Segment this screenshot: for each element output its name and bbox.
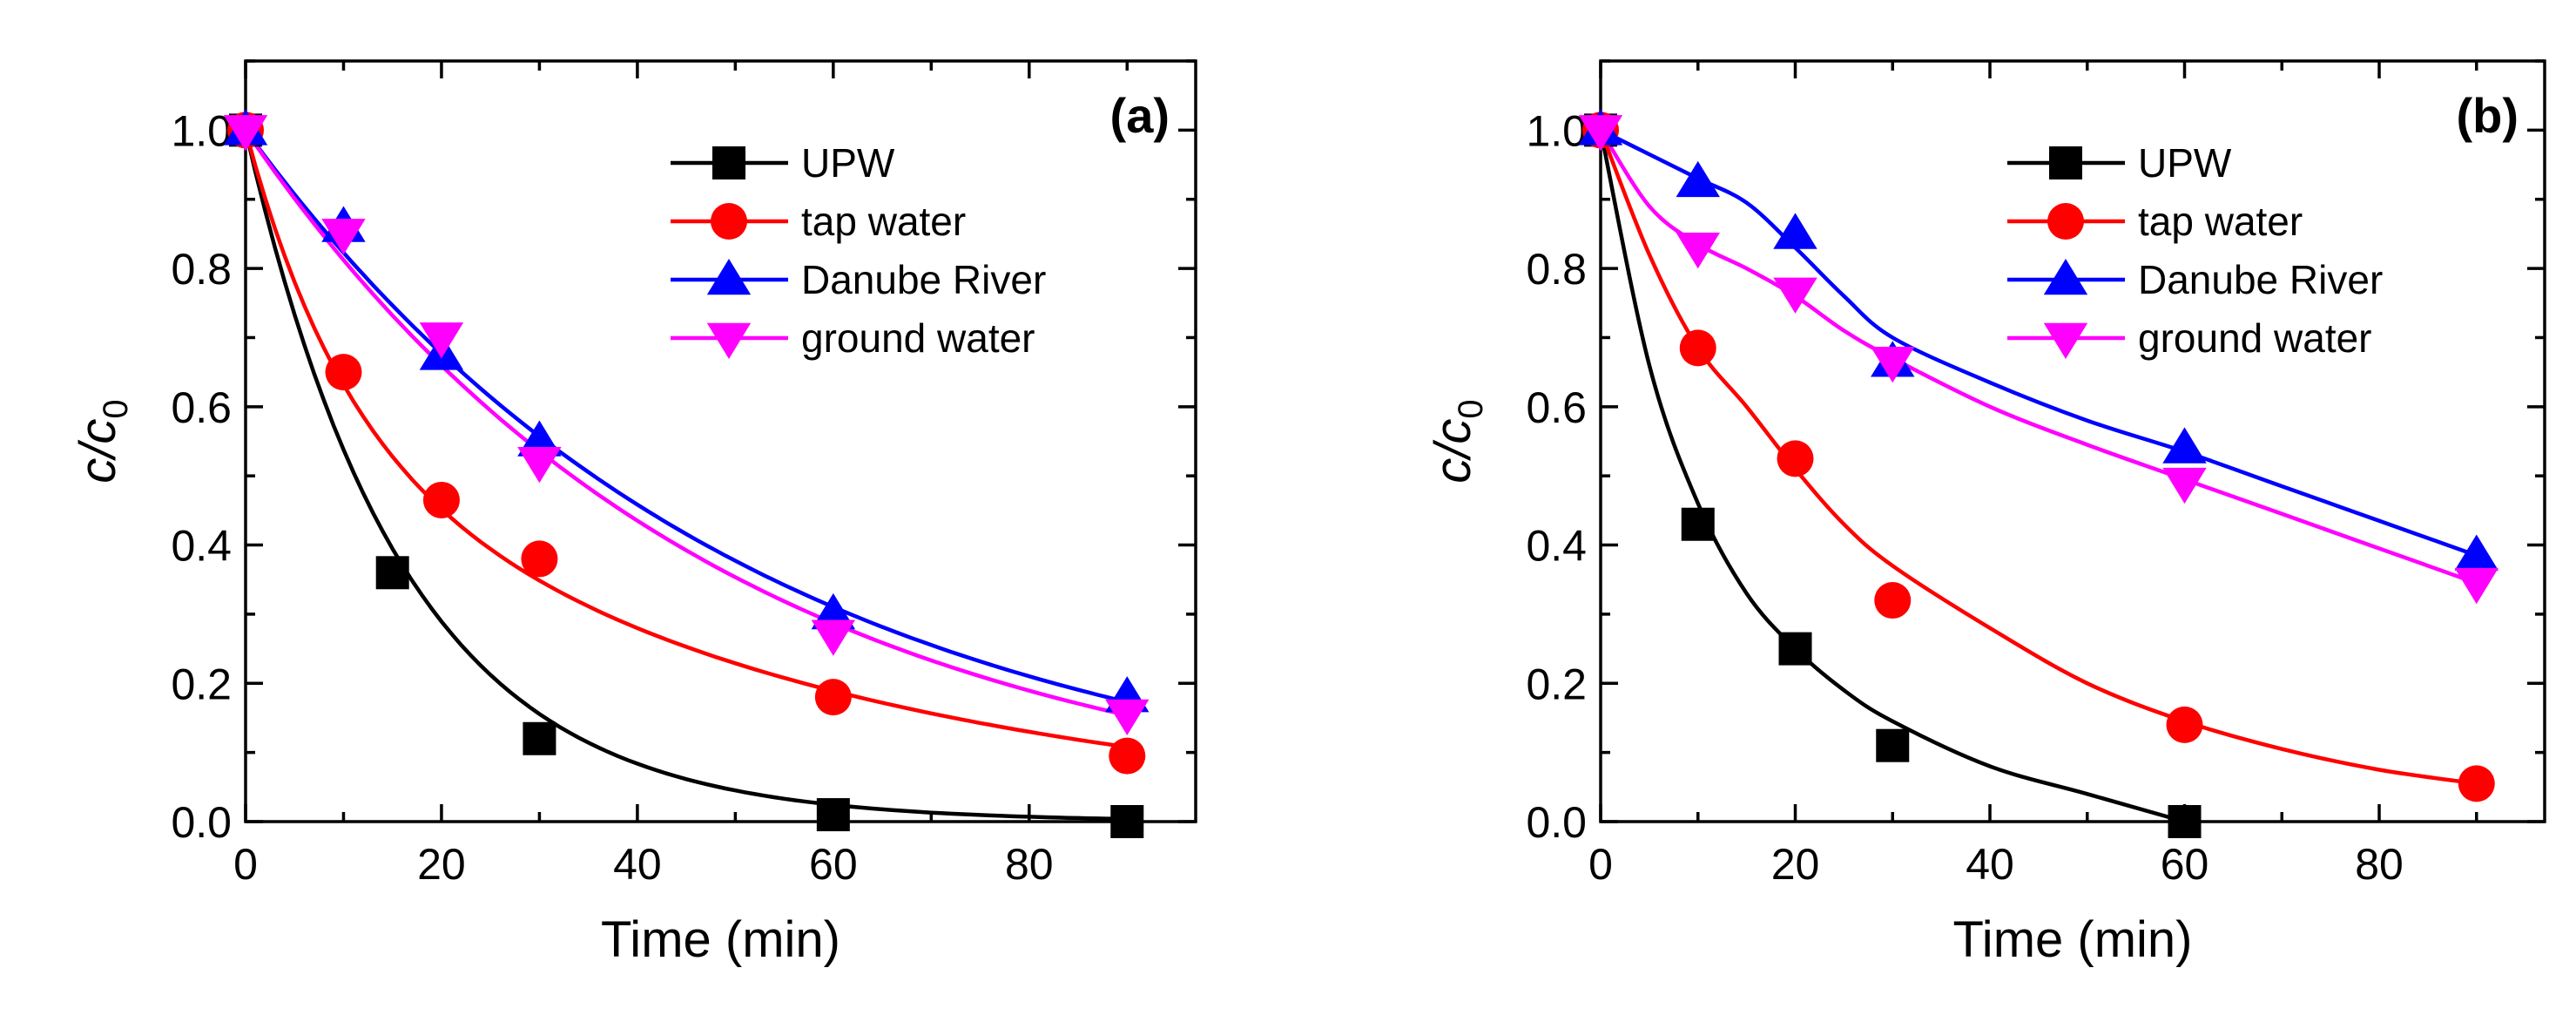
data-point-danube-river (2454, 534, 2498, 571)
x-tick-label: 80 (1005, 840, 1054, 889)
x-tick-label: 20 (417, 840, 466, 889)
data-point-tap-water (1109, 737, 1146, 775)
x-tick-label: 0 (1588, 840, 1613, 889)
fit-curve-tap-water (243, 129, 1128, 749)
data-point-danube-river (1773, 213, 1817, 249)
y-axis-label: c/c0 (1425, 399, 1490, 483)
y-tick-label: 0.6 (1526, 383, 1587, 432)
y-axis-label-main: c/c (1425, 419, 1481, 484)
fit-curve-tap-water (1598, 129, 2478, 786)
data-point-upw (375, 556, 409, 590)
legend-label-ground-water: ground water (2138, 315, 2372, 361)
legend-label-danube-river: Danube River (801, 257, 1046, 302)
legend-label-upw: UPW (2138, 140, 2232, 186)
x-axis-label: Time (min) (1953, 911, 2193, 968)
data-point-ground-water (1871, 346, 1915, 383)
data-point-upw (523, 721, 556, 755)
y-tick-label: 0.2 (171, 660, 232, 708)
x-tick-label: 0 (233, 840, 258, 889)
data-point-tap-water (325, 354, 362, 391)
legend: UPW tap water Danube River ground water (671, 140, 1046, 361)
x-axis-label: Time (min) (601, 911, 840, 968)
y-axis-label-main: c/c (70, 419, 126, 484)
data-point-ground-water (1773, 277, 1817, 314)
legend-marker-danube-river (706, 259, 752, 295)
x-tick-label: 40 (1966, 840, 2014, 889)
legend-marker-tap-water (2047, 203, 2084, 240)
y-tick-label: 0.4 (171, 522, 232, 571)
data-point-upw (816, 798, 850, 832)
data-point-ground-water (517, 447, 562, 484)
panel-label: (a) (1110, 88, 1170, 143)
panel-b: 0 20 40 60 80 0.0 0.2 0.4 0.6 0.8 1.0 Time (min) c/c… (1425, 59, 2546, 968)
data-point-ground-water (2162, 467, 2207, 504)
legend-label-ground-water: ground water (801, 315, 1035, 361)
data-point-tap-water (814, 679, 852, 716)
data-point-tap-water (1679, 329, 1716, 367)
y-tick-label: 1.0 (171, 106, 232, 155)
fit-curve-danube-river (1600, 128, 2478, 558)
data-point-ground-water (321, 219, 366, 255)
data-point-upw (1778, 632, 1812, 666)
y-tick-label: 1.0 (1526, 106, 1587, 155)
data-point-tap-water (521, 540, 558, 578)
data-point-danube-river (2162, 427, 2207, 464)
data-point-tap-water (1777, 440, 1814, 477)
data-point-upw (1681, 507, 1715, 541)
fit-curve-upw (243, 129, 1128, 822)
data-point-ground-water (1105, 699, 1150, 735)
data-point-ground-water (1676, 233, 1720, 269)
data-point-ground-water (1578, 115, 1623, 152)
data-point-upw (1110, 805, 1144, 838)
legend-marker-upw (712, 146, 745, 179)
data-point-ground-water (419, 322, 464, 359)
x-tick-label: 20 (1771, 840, 1820, 889)
legend-marker-tap-water (711, 203, 747, 240)
data-point-ground-water (2454, 567, 2498, 605)
y-axis-label: c/c0 (70, 399, 135, 483)
data-point-upw (1876, 728, 1910, 762)
x-tick-label: 60 (809, 840, 858, 889)
y-tick-label: 0.8 (1526, 245, 1587, 294)
y-tick-label: 0.4 (1526, 522, 1587, 571)
data-point-tap-water (422, 481, 460, 518)
fit-curve-danube-river (244, 129, 1128, 704)
data-point-ground-water (811, 619, 856, 656)
y-tick-label: 0.0 (1526, 798, 1587, 847)
legend-marker-danube-river (2043, 259, 2088, 295)
y-tick-label: 0.6 (171, 383, 232, 432)
legend-label-tap-water: tap water (801, 199, 966, 244)
y-tick-label: 0.2 (1526, 660, 1587, 708)
legend-marker-upw (2049, 146, 2082, 179)
x-tick-label: 40 (613, 840, 662, 889)
data-point-danube-river (1676, 160, 1720, 198)
plot-frame (244, 59, 1197, 823)
data-point-tap-water (1874, 582, 1912, 619)
panel-a: 0 20 40 60 80 0.0 0.2 0.4 0.6 0.8 1.0 Time (min) c/c… (70, 59, 1197, 968)
data-point-upw (2168, 805, 2202, 838)
fit-curve-ground-water (244, 129, 1128, 718)
legend-label-tap-water: tap water (2138, 199, 2303, 244)
plot-frame (1599, 59, 2546, 823)
legend-marker-ground-water (2043, 322, 2088, 359)
y-axis-label-subscript: 0 (97, 399, 135, 418)
legend: UPW tap water Danube River ground water (2007, 140, 2383, 361)
legend-label-upw: UPW (801, 140, 895, 186)
panel-label: (b) (2456, 88, 2519, 143)
legend-label-danube-river: Danube River (2138, 257, 2383, 302)
x-tick-label: 80 (2355, 840, 2404, 889)
data-point-tap-water (2458, 765, 2495, 802)
data-point-ground-water (223, 115, 268, 152)
legend-marker-ground-water (706, 322, 752, 359)
data-point-tap-water (2166, 706, 2203, 743)
y-tick-label: 0.0 (171, 798, 232, 847)
y-axis-label-subscript: 0 (1452, 399, 1490, 418)
x-tick-label: 60 (2161, 840, 2209, 889)
y-tick-label: 0.8 (171, 245, 232, 294)
